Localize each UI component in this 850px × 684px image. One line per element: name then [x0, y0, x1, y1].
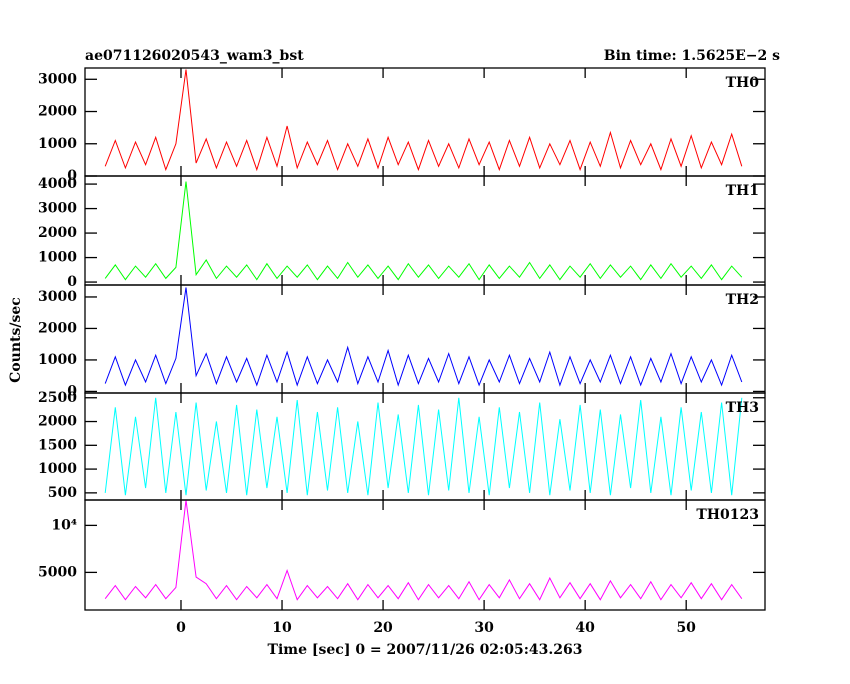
panel-label: TH0	[726, 75, 760, 91]
panel-frame	[84, 499, 766, 611]
series-line	[104, 287, 743, 387]
y-tick-label: 0	[67, 168, 77, 184]
panel-label: TH0123	[696, 507, 759, 523]
y-tick-label: 1000	[38, 352, 77, 368]
y-tick-label: 3000	[38, 201, 77, 217]
x-tick-label: 20	[373, 620, 393, 636]
series-line	[104, 397, 743, 496]
y-tick-label: 2000	[38, 414, 77, 430]
x-tick-label: 50	[676, 620, 696, 636]
y-tick-label: 1000	[38, 461, 77, 477]
panel-label: TH1	[726, 183, 759, 199]
y-tick-label: 2000	[38, 320, 77, 336]
y-tick-label: 2000	[38, 225, 77, 241]
series-line	[104, 69, 743, 172]
y-tick-label: 2000	[38, 104, 77, 120]
x-tick-label: 10	[272, 620, 292, 636]
y-tick-label: 3000	[38, 289, 77, 305]
chart-title: ae071126020543_wam3_bst	[85, 48, 304, 64]
x-tick-label: 30	[474, 620, 494, 636]
chart-subtitle: Bin time: 1.5625E−2 s	[604, 48, 780, 64]
y-tick-label: 0	[67, 383, 77, 399]
x-tick-label: 0	[176, 620, 186, 636]
series-line	[104, 181, 743, 281]
panel-frame	[84, 67, 766, 177]
y-tick-label: 4000	[38, 176, 77, 192]
y-tick-label: 10⁴	[51, 517, 77, 533]
series-line	[104, 500, 743, 601]
y-tick-label: 2500	[38, 390, 77, 406]
y-tick-label: 1000	[38, 250, 77, 266]
x-tick-label: 40	[575, 620, 595, 636]
x-axis-label: Time [sec] 0 = 2007/11/26 02:05:43.263	[268, 642, 583, 658]
y-tick-label: 0	[67, 274, 77, 290]
y-tick-label: 3000	[38, 71, 77, 87]
y-tick-label: 5000	[38, 564, 77, 580]
panel-label: TH2	[726, 292, 759, 308]
y-tick-label: 1000	[38, 136, 77, 152]
panel-label: TH3	[726, 400, 759, 416]
y-tick-label: 1500	[38, 437, 77, 453]
y-axis-label: Counts/sec	[8, 297, 24, 383]
y-tick-label: 500	[48, 485, 77, 501]
